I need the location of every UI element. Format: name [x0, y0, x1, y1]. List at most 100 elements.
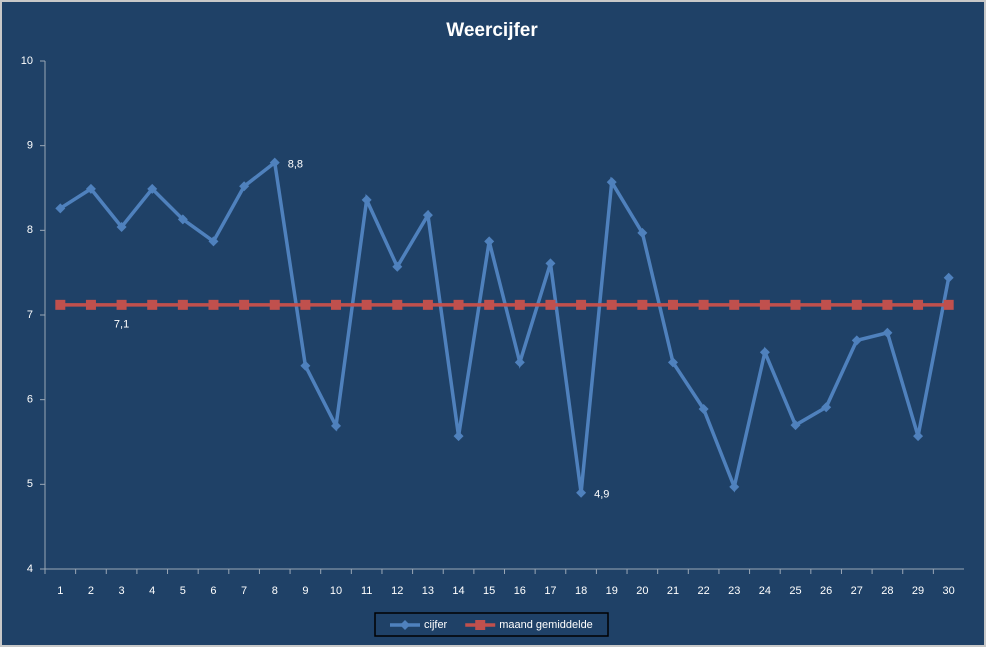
x-tick-label: 5 [180, 585, 186, 597]
x-tick-label: 7 [241, 585, 247, 597]
x-tick-label: 21 [667, 585, 679, 597]
data-point [851, 335, 862, 346]
data-point [514, 357, 525, 368]
x-tick-label: 9 [302, 585, 308, 597]
x-tick-label: 25 [789, 585, 801, 597]
data-point [576, 299, 587, 310]
data-point [422, 299, 433, 310]
data-point [147, 299, 158, 310]
data-point [637, 227, 648, 238]
data-point [729, 299, 740, 310]
data-point [606, 177, 617, 188]
legend-marker [475, 620, 486, 630]
x-tick-label: 29 [912, 585, 924, 597]
x-tick-label: 14 [452, 585, 464, 597]
data-point [913, 431, 924, 442]
x-tick-label: 13 [422, 585, 434, 597]
x-tick-label: 17 [544, 585, 556, 597]
data-point [300, 360, 311, 371]
y-tick-label: 6 [27, 394, 33, 406]
data-point [943, 272, 954, 283]
data-point [116, 221, 127, 232]
x-tick-label: 2 [88, 585, 94, 597]
y-tick-label: 10 [21, 55, 33, 67]
y-tick-label: 8 [27, 224, 33, 236]
data-point [698, 299, 709, 310]
data-point [729, 481, 740, 492]
data-point [790, 420, 801, 431]
data-point [943, 299, 954, 310]
data-point [545, 258, 556, 269]
data-point [85, 183, 96, 194]
data-point [147, 183, 158, 194]
data-point [85, 299, 96, 310]
data-point [913, 299, 924, 310]
data-point [177, 214, 188, 225]
data-point [606, 299, 617, 310]
x-tick-label: 26 [820, 585, 832, 597]
data-point [55, 299, 66, 310]
x-tick-label: 4 [149, 585, 155, 597]
data-label: 8,8 [288, 159, 303, 171]
x-tick-label: 22 [697, 585, 709, 597]
legend-label: cijfer [424, 619, 448, 631]
data-point [790, 299, 801, 310]
data-point [851, 299, 862, 310]
data-point [821, 299, 832, 310]
x-tick-label: 19 [606, 585, 618, 597]
data-point [667, 299, 678, 310]
x-tick-label: 3 [119, 585, 125, 597]
data-point [422, 210, 433, 221]
data-point [759, 347, 770, 358]
x-tick-label: 28 [881, 585, 893, 597]
x-tick-label: 18 [575, 585, 587, 597]
x-tick-label: 16 [514, 585, 526, 597]
x-tick-label: 12 [391, 585, 403, 597]
data-point [116, 299, 127, 310]
data-point [576, 487, 587, 498]
y-tick-label: 9 [27, 140, 33, 152]
data-point [545, 299, 556, 310]
y-tick-label: 7 [27, 309, 33, 321]
data-point [269, 157, 280, 168]
y-tick-label: 5 [27, 478, 33, 490]
legend-marker [400, 620, 410, 630]
data-point [759, 299, 770, 310]
data-point [300, 299, 311, 310]
data-point [882, 299, 893, 310]
data-point [392, 261, 403, 272]
data-label: 4,9 [594, 489, 609, 501]
data-point [453, 431, 464, 442]
data-point [361, 194, 372, 205]
x-tick-label: 8 [272, 585, 278, 597]
data-label: 7,1 [114, 319, 129, 331]
x-tick-label: 24 [759, 585, 771, 597]
data-point [208, 236, 219, 247]
data-point [667, 357, 678, 368]
data-point [514, 299, 525, 310]
data-point [361, 299, 372, 310]
data-point [331, 420, 342, 431]
data-point [239, 181, 250, 192]
data-point [484, 299, 495, 310]
data-point [392, 299, 403, 310]
data-point [453, 299, 464, 310]
legend-label: maand gemiddelde [499, 619, 593, 631]
x-tick-label: 30 [943, 585, 955, 597]
data-point [698, 403, 709, 414]
data-point [821, 402, 832, 413]
data-point [484, 236, 495, 247]
x-tick-label: 20 [636, 585, 648, 597]
data-point [239, 299, 250, 310]
data-point [177, 299, 188, 310]
y-tick-label: 4 [27, 563, 33, 575]
data-point [331, 299, 342, 310]
data-point [637, 299, 648, 310]
data-point [208, 299, 219, 310]
legend-box [374, 612, 609, 637]
chart-title: Weercijfer [446, 20, 538, 41]
x-tick-label: 1 [57, 585, 63, 597]
